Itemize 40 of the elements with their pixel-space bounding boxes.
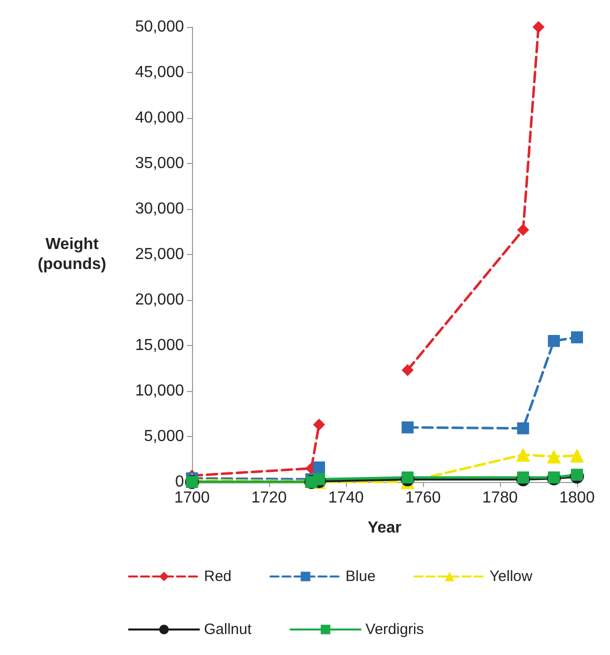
x-tick-label: 1740 xyxy=(328,490,364,506)
y-tick-label: 0 xyxy=(175,474,184,490)
y-tick-label: 10,000 xyxy=(135,382,184,400)
legend-label: Verdigris xyxy=(366,621,424,638)
point xyxy=(517,471,530,484)
point xyxy=(546,450,561,464)
x-tick-label: 1780 xyxy=(482,490,518,506)
point xyxy=(570,448,584,463)
point xyxy=(516,448,530,462)
x-tick-label: 1800 xyxy=(559,490,595,506)
y-tick-label: 5,000 xyxy=(144,428,184,445)
point xyxy=(313,473,326,486)
point xyxy=(402,471,414,484)
y-tick-label: 20,000 xyxy=(135,292,184,308)
y-tick-label: 45,000 xyxy=(135,64,184,81)
legend-label: Blue xyxy=(346,568,376,585)
x-tick-label: 1700 xyxy=(174,490,210,506)
y-tick-label: 25,000 xyxy=(135,246,184,263)
point xyxy=(313,461,326,474)
x-tick-label: 1760 xyxy=(405,490,441,506)
legend-label: Yellow xyxy=(490,568,533,585)
point xyxy=(532,21,544,33)
x-axis-title: Year xyxy=(368,520,402,536)
legend-label: Gallnut xyxy=(204,621,252,638)
y-axis-title: Weight (pounds) xyxy=(38,236,106,273)
y-tick-label: 35,000 xyxy=(135,155,184,172)
legend-label: Red xyxy=(204,568,232,585)
point xyxy=(517,422,530,434)
point xyxy=(402,364,414,376)
y-tick-label: 30,000 xyxy=(135,200,184,218)
point xyxy=(313,418,326,431)
y-tick-label: 50,000 xyxy=(135,18,184,36)
x-tick-label: 1720 xyxy=(251,490,287,506)
point xyxy=(571,331,583,344)
point xyxy=(517,224,530,236)
point xyxy=(548,334,560,347)
point xyxy=(402,421,414,434)
point xyxy=(571,468,583,481)
y-tick-label: 15,000 xyxy=(135,337,184,354)
y-tick-label: 40,000 xyxy=(135,110,184,126)
